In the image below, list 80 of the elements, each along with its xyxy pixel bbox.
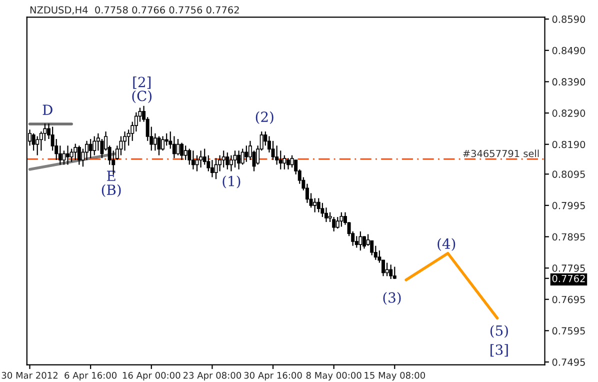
candlestick <box>123 130 127 152</box>
annotation: (B) <box>102 184 121 197</box>
candlestick <box>36 136 40 156</box>
y-tick-label: 0.8590 <box>552 16 586 23</box>
candlestick <box>385 262 389 277</box>
annotation: E <box>107 170 116 181</box>
x-tick-label: 23 Apr 08:00 <box>183 372 242 380</box>
candlestick <box>172 136 176 159</box>
candlestick <box>286 158 290 170</box>
candlestick <box>244 145 248 162</box>
annotation: (5) <box>490 325 508 338</box>
candlestick <box>119 136 123 156</box>
y-tick-label: 0.7795 <box>552 264 585 272</box>
y-tick-label: 0.7595 <box>552 327 585 335</box>
candlestick <box>199 150 203 168</box>
candlestick <box>188 148 192 166</box>
candlestick <box>222 150 226 168</box>
candlestick <box>324 207 328 223</box>
candlestick <box>229 154 233 172</box>
y-tick-label: 0.7695 <box>552 296 585 304</box>
y-tick-label: 0.7495 <box>552 358 585 366</box>
y-tick-label: 0.7762 <box>552 274 585 282</box>
candlestick <box>176 138 180 156</box>
x-tick-label: 15 May 08:00 <box>364 372 425 380</box>
candlestick <box>282 154 286 170</box>
annotation: (3) <box>383 292 401 305</box>
candlestick <box>161 136 165 152</box>
candlestick <box>74 143 78 161</box>
candlestick <box>191 150 195 170</box>
chart-title: NZDUSD,H4 0.7758 0.7766 0.7756 0.7762 <box>30 6 239 15</box>
x-tick-label: 30 Mar 2012 <box>2 372 58 379</box>
y-tick-label: 0.8390 <box>552 78 586 86</box>
candlestick <box>362 236 366 250</box>
candlestick <box>320 202 324 218</box>
candlestick <box>340 212 344 228</box>
candlestick <box>233 150 237 168</box>
y-tick-label: 0.8190 <box>552 140 586 148</box>
candlestick <box>316 198 320 213</box>
candlestick <box>313 198 317 213</box>
candlestick <box>336 216 340 230</box>
candlestick <box>88 138 92 159</box>
candlestick <box>240 148 244 166</box>
y-tick-label: 0.7895 <box>552 233 585 241</box>
annotation: [2] <box>133 76 151 89</box>
y-tick-label: 0.8490 <box>552 46 586 54</box>
candlestick <box>392 266 396 280</box>
annotation: (C) <box>132 90 152 104</box>
x-tick-label: 8 May 00:00 <box>306 372 362 380</box>
annotation: D <box>42 104 52 115</box>
y-tick-label: 0.7995 <box>552 202 585 210</box>
candlestick <box>153 132 157 152</box>
candlestick <box>210 159 214 178</box>
candlestick <box>157 136 161 156</box>
candlestick <box>180 142 184 161</box>
candlestick <box>226 152 230 170</box>
candlestick <box>354 236 358 248</box>
candlestick <box>275 145 279 166</box>
candlestick <box>290 154 294 168</box>
annotation: (1) <box>222 176 240 188</box>
candlestick <box>66 145 70 166</box>
candlestick <box>32 132 36 152</box>
annotation: (4) <box>438 238 456 251</box>
x-tick-label: 6 Apr 16:00 <box>64 372 117 380</box>
x-tick-label: 30 Apr 16:00 <box>244 372 302 380</box>
candlestick <box>332 216 336 232</box>
y-tick-label: 0.8290 <box>552 110 586 117</box>
candlestick <box>214 158 218 180</box>
candlestick <box>271 140 275 161</box>
annotation: [3] <box>490 344 508 357</box>
candlestick <box>358 230 362 252</box>
candlestick <box>389 264 393 280</box>
candlestick <box>77 145 81 166</box>
annotation: (2) <box>256 111 274 124</box>
candlestick <box>237 150 241 170</box>
candlestick <box>92 136 96 156</box>
candlestick <box>184 145 188 161</box>
candlestick <box>164 132 168 146</box>
ref-line-label: #34657791 sell <box>463 150 539 158</box>
y-tick-label: 0.8095 <box>552 170 585 178</box>
x-tick-label: 16 Apr 00:00 <box>122 372 180 380</box>
